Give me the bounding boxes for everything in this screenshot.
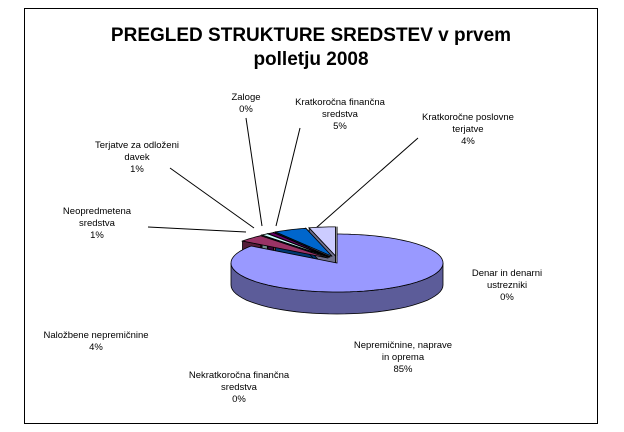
- category-label: Terjatve za odloženi davek: [95, 140, 179, 163]
- leader-line: [245, 117, 263, 227]
- slice: [260, 233, 330, 258]
- data-label: Kratkoročna finančna sredstva 5%: [260, 97, 420, 133]
- value-label: 1%: [90, 230, 104, 241]
- slice: [274, 227, 333, 257]
- slice: [240, 235, 329, 259]
- data-label: Nepremičnine, naprave in oprema 85%: [323, 340, 483, 376]
- leader-lines: [147, 117, 419, 233]
- data-label: Kratkoročne poslovne terjatve 4%: [388, 112, 548, 148]
- slice: [273, 232, 331, 258]
- category-label: Kratkoročne poslovne terjatve: [422, 112, 514, 135]
- value-label: 85%: [393, 364, 413, 375]
- leader-line: [147, 226, 247, 233]
- value-label: 4%: [461, 136, 475, 147]
- category-label: Naložbene nepremičnine: [43, 330, 149, 341]
- value-label: 4%: [89, 342, 103, 353]
- slice: [308, 226, 336, 257]
- category-label: Nepremičnine, naprave in oprema: [353, 340, 453, 363]
- data-label: Denar in denarni ustrezniki 0%: [427, 268, 587, 304]
- chart-title: PREGLED STRUKTURE SREDSTEV v prvem polle…: [110, 25, 512, 70]
- value-label: 5%: [333, 121, 347, 132]
- chart-frame: [24, 8, 598, 424]
- category-label: Denar in denarni ustrezniki: [471, 268, 543, 291]
- leader-line: [275, 127, 301, 227]
- category-label: Kratkoročna finančna sredstva: [295, 97, 385, 120]
- data-label: Terjatve za odloženi davek 1%: [57, 140, 217, 176]
- category-label: Zaloge: [231, 92, 261, 103]
- data-label: Zaloge 0%: [166, 92, 326, 116]
- slice: [230, 233, 444, 293]
- data-label: Nekratkoročna finančna sredstva 0%: [159, 370, 319, 406]
- category-label: Nekratkoročna finančna sredstva: [188, 370, 290, 393]
- category-label: Neopredmetena sredstva: [62, 206, 132, 229]
- leader-line: [169, 167, 255, 229]
- data-label: Naložbene nepremičnine 4%: [16, 330, 176, 354]
- value-label: 0%: [500, 292, 514, 303]
- value-label: 0%: [232, 394, 246, 405]
- data-label: Neopredmetena sredstva 1%: [17, 206, 177, 242]
- value-label: 0%: [239, 104, 253, 115]
- value-label: 1%: [130, 164, 144, 175]
- leader-line: [315, 137, 419, 229]
